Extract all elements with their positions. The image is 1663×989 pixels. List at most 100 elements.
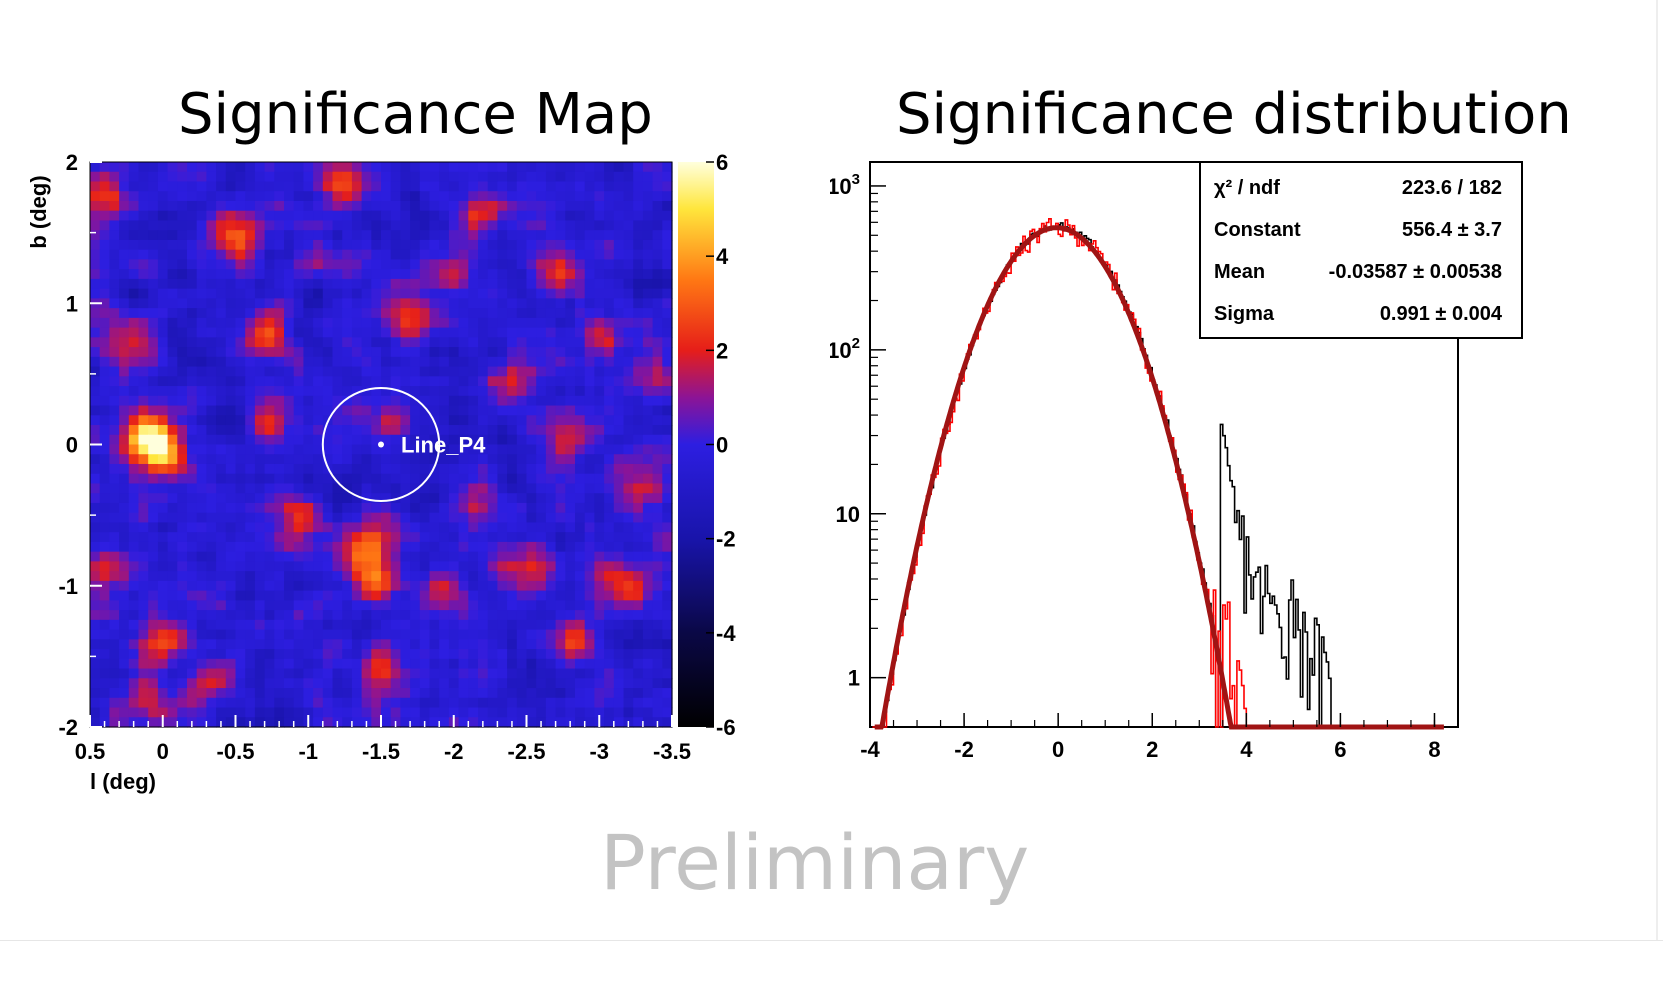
- heatmap-cell: [516, 288, 528, 299]
- heatmap-cell: [109, 288, 120, 299]
- heatmap-cell: [448, 512, 460, 524]
- heatmap-cell: [138, 678, 149, 689]
- heatmap-cell: [196, 200, 207, 212]
- heatmap-cell: [342, 220, 353, 231]
- heatmap-cell: [390, 347, 401, 358]
- heatmap-cell: [448, 288, 460, 299]
- heatmap-cell: [245, 707, 256, 718]
- heatmap-cell: [410, 541, 421, 553]
- heatmap-cell: [526, 707, 537, 718]
- heatmap-cell: [342, 162, 353, 173]
- heatmap-cell: [361, 395, 372, 407]
- heatmap-cell: [381, 678, 392, 689]
- heatmap-cell: [90, 162, 101, 173]
- heatmap-cell: [284, 298, 295, 309]
- heatmap-cell: [458, 561, 469, 572]
- heatmap-cell: [157, 395, 169, 407]
- heatmap-cell: [128, 200, 140, 212]
- heatmap-cell: [400, 288, 411, 299]
- heatmap-cell: [390, 600, 401, 611]
- heatmap-cell: [109, 571, 120, 582]
- heatmap-cell: [623, 239, 634, 251]
- heatmap-cell: [225, 376, 237, 387]
- heatmap-cell: [245, 571, 256, 582]
- heatmap-cell: [468, 395, 479, 407]
- heatmap-cell: [390, 707, 401, 718]
- heatmap-cell: [293, 259, 304, 270]
- heatmap-cell: [196, 502, 207, 514]
- heatmap-cell: [555, 571, 566, 582]
- heatmap-cell: [536, 610, 547, 621]
- heatmap-cell: [196, 415, 207, 426]
- heatmap-cell: [565, 551, 576, 562]
- heatmap-cell: [245, 463, 256, 475]
- heatmap-cell: [90, 405, 101, 416]
- heatmap-cell: [235, 259, 246, 270]
- heatmap-cell: [99, 454, 110, 465]
- heatmap-cell: [371, 327, 382, 338]
- heatmap-cell: [99, 434, 110, 446]
- heatmap-cell: [254, 658, 266, 670]
- heatmap-cell: [458, 308, 469, 319]
- heatmap-cell: [497, 697, 508, 709]
- heatmap-cell: [439, 288, 450, 299]
- heatmap-cell: [284, 580, 295, 592]
- heatmap-cell: [604, 678, 615, 689]
- heatmap-cell: [458, 230, 469, 241]
- heatmap-cell: [662, 181, 673, 192]
- heatmap-cell: [575, 210, 586, 222]
- heatmap-cell: [526, 717, 537, 728]
- heatmap-cell: [448, 697, 460, 709]
- heatmap-cell: [410, 483, 421, 494]
- heatmap-cell: [390, 210, 401, 222]
- heatmap-cell: [235, 590, 246, 601]
- heatmap-cell: [313, 337, 324, 348]
- heatmap-cell: [293, 395, 304, 407]
- heatmap-cell: [400, 590, 411, 601]
- heatmap-cell: [594, 200, 605, 212]
- heatmap-cell: [99, 619, 110, 631]
- heatmap-cell: [322, 395, 334, 407]
- heatmap-cell: [99, 171, 110, 183]
- heatmap-cell: [284, 512, 295, 524]
- heatmap-cell: [264, 639, 275, 650]
- heatmap-cell: [594, 376, 605, 387]
- heatmap-cell: [274, 200, 285, 212]
- heatmap-cell: [342, 278, 353, 290]
- heatmap-cell: [429, 561, 440, 572]
- heatmap-cell: [662, 239, 673, 251]
- heatmap-cell: [216, 278, 227, 290]
- heatmap-cell: [361, 347, 372, 358]
- heatmap-cell: [439, 386, 450, 397]
- heatmap-cell: [138, 415, 149, 426]
- heatmap-cell: [371, 444, 382, 455]
- heatmap-cell: [594, 483, 605, 494]
- heatmap-cell: [536, 473, 547, 485]
- heatmap-cell: [565, 668, 576, 679]
- heatmap-cell: [429, 298, 440, 309]
- heatmap-cell: [419, 658, 431, 670]
- heatmap-cell: [419, 532, 431, 543]
- heatmap-cell: [507, 590, 518, 601]
- heatmap-cell: [439, 366, 450, 377]
- heatmap-cell: [652, 649, 663, 660]
- heatmap-cell: [109, 619, 120, 631]
- heatmap-cell: [342, 249, 353, 261]
- heatmap-cell: [177, 561, 188, 572]
- heatmap-cell: [254, 610, 266, 621]
- heatmap-cell: [633, 532, 644, 543]
- heatmap-cell: [478, 580, 489, 592]
- heatmap-cell: [410, 230, 421, 241]
- heatmap-cell: [516, 366, 528, 377]
- heatmap-cell: [148, 249, 159, 261]
- heatmap-cell: [351, 502, 363, 514]
- heatmap-cell: [90, 590, 101, 601]
- heatmap-cell: [429, 327, 440, 338]
- heatmap-cell: [371, 415, 382, 426]
- heatmap-cell: [545, 697, 557, 709]
- heatmap-cell: [448, 561, 460, 572]
- heatmap-cell: [516, 405, 528, 416]
- heatmap-cell: [187, 288, 198, 299]
- heatmap-cell: [148, 288, 159, 299]
- heatmap-cell: [225, 483, 237, 494]
